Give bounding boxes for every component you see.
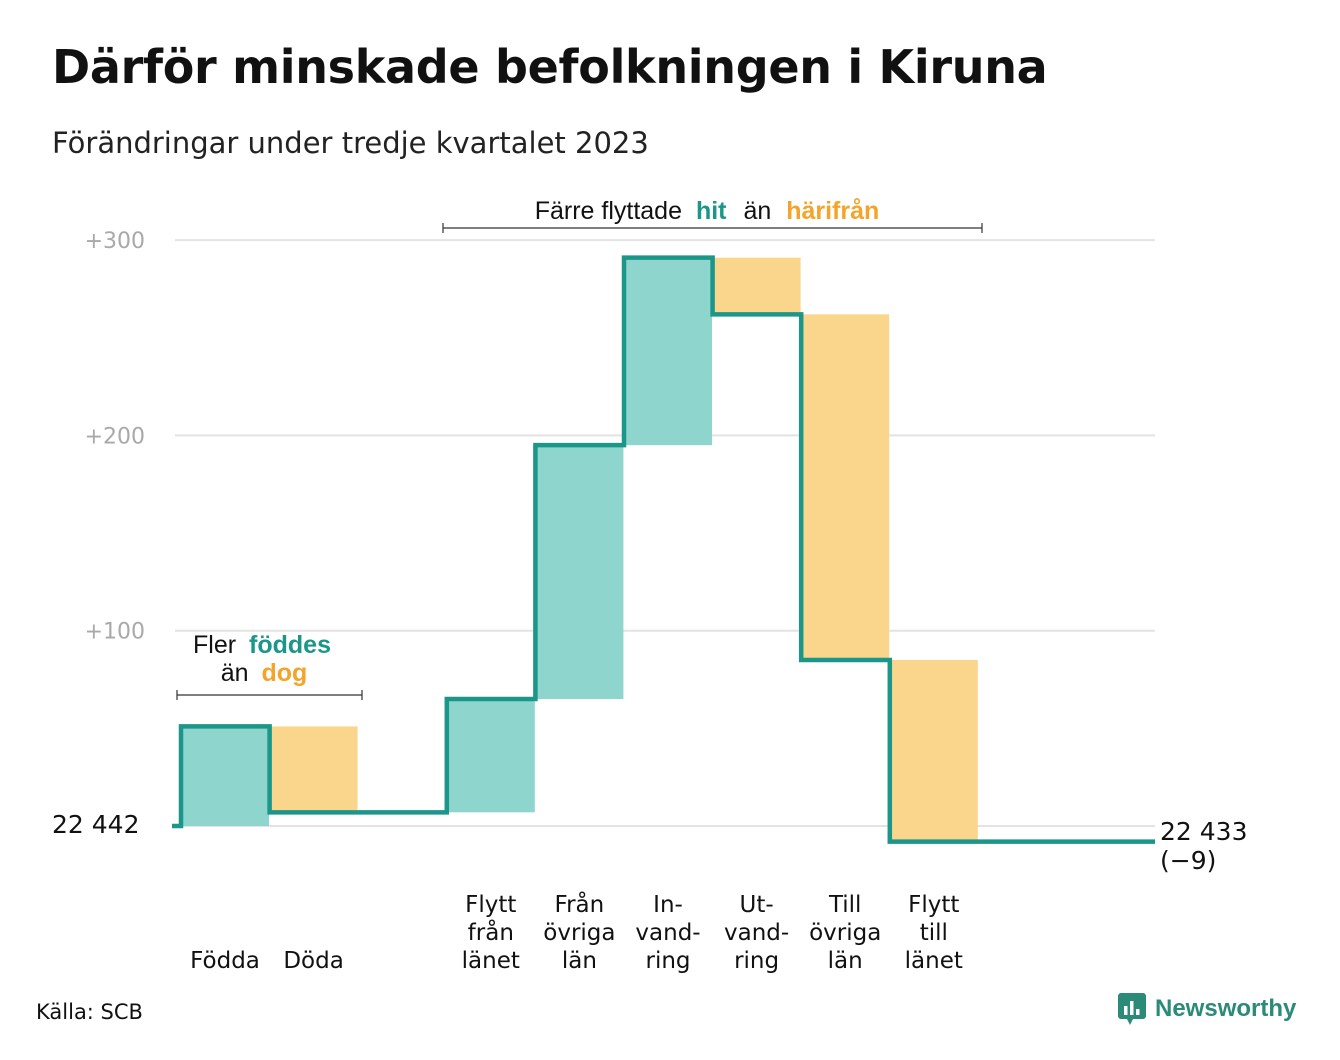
waterfall-bar bbox=[446, 699, 535, 813]
end-change-label: (−9) bbox=[1160, 846, 1216, 875]
category-label: länet bbox=[905, 948, 963, 974]
category-label: länet bbox=[462, 948, 520, 974]
waterfall-bar bbox=[712, 257, 801, 315]
y-tick-label: +300 bbox=[85, 229, 145, 254]
deaths-pre: än bbox=[221, 659, 249, 687]
category-label: övriga bbox=[543, 920, 615, 946]
chart-subtitle: Förändringar under tredje kvartalet 2023 bbox=[52, 126, 649, 160]
svg-text:än dog: än dog bbox=[221, 659, 308, 687]
source-note: Källa: SCB bbox=[36, 1000, 143, 1024]
category-label: från bbox=[468, 918, 514, 946]
category-label: Till bbox=[828, 892, 862, 918]
gridlines: +100 +200 +300 bbox=[85, 229, 1155, 827]
waterfall-bar bbox=[181, 726, 269, 826]
brand-name: Newsworthy bbox=[1155, 995, 1297, 1022]
waterfall-bar bbox=[801, 314, 890, 660]
y-tick-label: +100 bbox=[85, 620, 145, 645]
category-label: Flytt bbox=[465, 892, 516, 918]
running-total bbox=[172, 255, 1155, 844]
births-em: föddes bbox=[249, 631, 331, 659]
newsworthy-logo: Newsworthy bbox=[1117, 992, 1296, 1026]
category-label: övriga bbox=[809, 920, 881, 946]
waterfall-bar bbox=[269, 726, 358, 813]
chart-title: Därför minskade befolkningen i Kiruna bbox=[52, 40, 1048, 94]
end-value-label: 22 433 bbox=[1160, 817, 1247, 846]
category-label: Födda bbox=[190, 948, 260, 974]
svg-text:Fler föddes: Fler föddes bbox=[193, 631, 331, 659]
moves-em2: härifrån bbox=[786, 197, 879, 225]
newsworthy-icon bbox=[1118, 993, 1146, 1025]
category-label: ring bbox=[734, 948, 779, 974]
moves-annotation: Färre flyttade hit än härifrån bbox=[442, 197, 983, 233]
category-label: Från bbox=[555, 890, 605, 918]
bars bbox=[181, 257, 978, 842]
category-label: vand- bbox=[724, 920, 789, 946]
waterfall-bar bbox=[535, 445, 624, 700]
category-label: län bbox=[828, 948, 863, 974]
waterfall-bar bbox=[624, 257, 712, 446]
moves-em1: hit bbox=[696, 197, 727, 225]
moves-mid: än bbox=[743, 197, 771, 225]
category-label: Ut- bbox=[740, 892, 774, 918]
moves-pre: Färre flyttade bbox=[535, 197, 682, 225]
category-label: län bbox=[562, 948, 597, 974]
start-value-label: 22 442 bbox=[52, 810, 139, 839]
category-label: vand- bbox=[635, 920, 700, 946]
category-label: Döda bbox=[283, 948, 343, 974]
running-total-line bbox=[172, 255, 1155, 844]
births-pre: Fler bbox=[193, 631, 236, 659]
deaths-em: dog bbox=[261, 659, 307, 687]
category-labels: Födda DödaFlyttfrånlänetFrånövrigalänIn-v… bbox=[190, 890, 963, 974]
waterfall-bar bbox=[889, 659, 978, 842]
category-label: ring bbox=[645, 948, 690, 974]
svg-text:Färre flyttade hit: Färre flyttade hit än härifrån bbox=[535, 197, 880, 225]
births-annotation: Fler föddes än dog bbox=[176, 631, 363, 700]
category-label: till bbox=[920, 920, 948, 946]
y-tick-label: +200 bbox=[85, 424, 145, 449]
category-label: In- bbox=[653, 892, 683, 918]
category-label: Flytt bbox=[908, 892, 959, 918]
